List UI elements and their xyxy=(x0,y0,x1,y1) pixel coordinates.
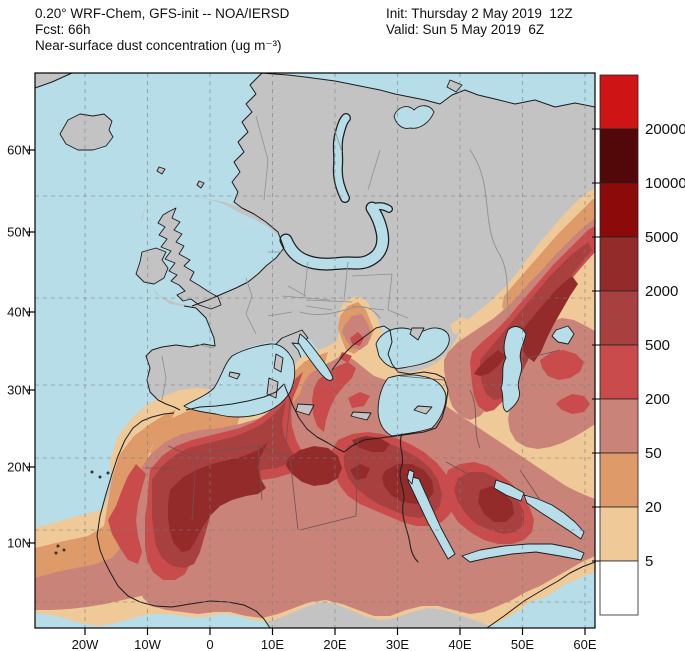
danube-river xyxy=(299,306,381,319)
ireland xyxy=(135,247,169,285)
country-borders-africa xyxy=(145,349,561,531)
lon-label: 30E xyxy=(386,637,409,651)
forecast-hour: Fcst: 66h xyxy=(35,22,91,37)
colorbar: 20000 10000 5000 2000 500 200 50 20 5 xyxy=(592,74,685,616)
lat-axis-labels: 60N 50N 40N 30N 20N 10N xyxy=(7,143,31,551)
sicily xyxy=(295,403,315,416)
graticule xyxy=(35,73,595,628)
black-sea xyxy=(375,327,450,369)
lat-label: 40N xyxy=(7,305,31,320)
great-britain xyxy=(157,207,222,310)
colorbar-label: 20000 xyxy=(645,121,685,138)
map-frame xyxy=(34,72,596,629)
colorbar-cell xyxy=(599,128,639,184)
clean-seas xyxy=(183,105,585,563)
colorbar-label: 50 xyxy=(645,445,662,462)
colorbar-label: 5000 xyxy=(645,229,678,246)
colorbar-label: 10000 xyxy=(645,175,685,192)
aral-sea xyxy=(551,325,575,345)
colorbar-label: 2000 xyxy=(645,283,678,300)
lon-axis-labels: 20W 10W 0 10E 20E 30E 40E 50E 60E xyxy=(72,637,597,651)
lon-label: 0 xyxy=(206,637,213,651)
colorbar-cell xyxy=(599,506,639,562)
gulf-of-aden xyxy=(461,543,585,563)
east-mediterranean xyxy=(377,374,447,437)
lon-label: 20W xyxy=(72,637,99,651)
colorbar-label: 20 xyxy=(645,499,662,516)
lon-label: 60E xyxy=(573,637,596,651)
faroe xyxy=(156,166,166,175)
model-title: 0.20° WRF-Chem, GFS-init -- NOA/IERSD xyxy=(35,6,290,21)
variable-title: Near-surface dust concentration (ug m⁻³) xyxy=(35,38,282,53)
persian-gulf xyxy=(493,479,525,502)
west-mediterranean xyxy=(183,343,296,418)
colorbar-ticks xyxy=(592,128,600,562)
iceland xyxy=(59,113,114,151)
balearics xyxy=(228,371,241,380)
init-time: Init: Thursday 2 May 2019 12Z xyxy=(386,6,573,21)
shetland xyxy=(196,180,205,189)
axis-ticks xyxy=(27,149,586,635)
colorbar-label: 500 xyxy=(645,337,670,354)
white-sea xyxy=(393,105,435,129)
colorbar-label: 5 xyxy=(645,553,653,570)
coastlines xyxy=(34,72,596,629)
caspian-sea xyxy=(500,326,527,413)
lon-label: 10W xyxy=(134,637,161,651)
novaya-zemlya xyxy=(446,79,463,93)
colorbar-cell xyxy=(599,290,639,346)
header-left: 0.20° WRF-Chem, GFS-init -- NOA/IERSD Fc… xyxy=(35,6,289,54)
colorbar-cell xyxy=(599,236,639,292)
adriatic-sea xyxy=(297,333,334,381)
lon-label: 20E xyxy=(323,637,346,651)
header-right: Init: Thursday 2 May 2019 12Z Valid: Sun… xyxy=(386,6,573,38)
cyprus xyxy=(413,405,433,415)
colorbar-cell xyxy=(599,182,639,238)
valid-time: Valid: Sun 5 May 2019 6Z xyxy=(386,22,545,37)
lat-label: 60N xyxy=(7,143,31,158)
lat-label: 10N xyxy=(7,536,31,551)
islands xyxy=(59,79,463,421)
colorbar-cell xyxy=(599,452,639,508)
colorbar-cell xyxy=(599,344,639,400)
corsica xyxy=(273,353,284,373)
lat-label: 30N xyxy=(7,383,31,398)
lon-label: 10E xyxy=(261,637,284,651)
colorbar-labels: 20000 10000 5000 2000 500 200 50 20 5 xyxy=(645,121,685,570)
gulf-of-suez xyxy=(406,469,415,485)
country-borders-europe xyxy=(161,115,409,401)
red-sea xyxy=(407,476,456,560)
colorbar-cell xyxy=(599,74,639,130)
small-island-dots xyxy=(54,470,110,555)
colorbar-label: 200 xyxy=(645,391,670,408)
lat-label: 50N xyxy=(7,225,31,240)
crete xyxy=(350,411,372,421)
lat-label: 20N xyxy=(7,460,31,475)
nile-river xyxy=(399,433,419,563)
colorbar-cell xyxy=(599,398,639,454)
crimea xyxy=(409,327,425,341)
colorbar-cell xyxy=(599,560,639,616)
baltic-sea xyxy=(279,113,393,271)
lon-label: 40E xyxy=(448,637,471,651)
gulf-of-oman xyxy=(523,494,585,540)
lon-label: 50E xyxy=(511,637,534,651)
